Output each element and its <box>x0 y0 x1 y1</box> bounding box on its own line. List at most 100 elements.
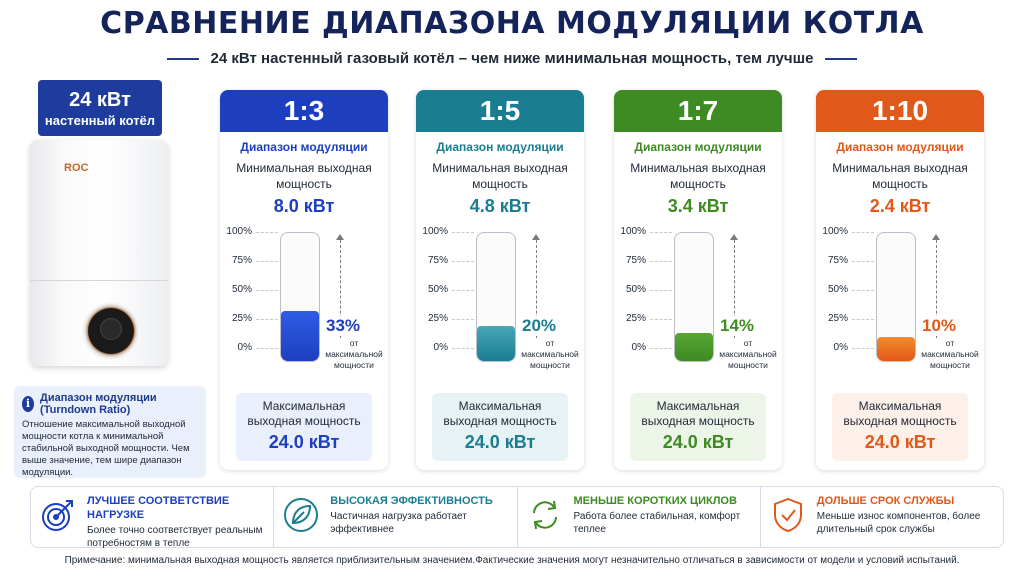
max-power-box: Максимальная выходная мощность 24.0 кВт <box>432 393 568 461</box>
range-label: Диапазон модуляции <box>836 140 964 154</box>
subtitle-row: 24 кВт настенный газовый котёл – чем ниж… <box>0 50 1024 67</box>
ratio-header: 1:10 <box>816 90 984 132</box>
gridline <box>650 290 672 291</box>
tick-label: 100% <box>422 226 448 237</box>
benefit-title: МЕНЬШЕ КОРОТКИХ ЦИКЛОВ <box>573 495 737 507</box>
gauge-fill <box>281 310 319 361</box>
scale-arrow-line <box>340 240 341 354</box>
range-label: Диапазон модуляции <box>634 140 762 154</box>
footnote: Примечание: минимальная выходная мощност… <box>64 555 960 566</box>
target-icon <box>39 494 77 539</box>
gridline <box>852 261 874 262</box>
percent-value: 14% <box>720 316 755 336</box>
benefit-text: Более точно соответствует реальным потре… <box>87 525 263 549</box>
gridline <box>256 348 278 349</box>
cycle-icon <box>526 494 564 539</box>
gridline <box>650 319 672 320</box>
info-text: Отношение максимальной выходной мощности… <box>22 419 190 478</box>
min-power-label: Минимальная выходная мощность <box>236 161 372 191</box>
boiler-brand-logo: ROC <box>64 162 89 174</box>
min-power-value: 8.0 кВт <box>273 196 335 216</box>
gauge-fill <box>675 332 713 361</box>
ratio-header: 1:7 <box>614 90 782 132</box>
page-subtitle: 24 кВт настенный газовый котёл – чем ниж… <box>210 50 814 67</box>
benefit-item: ЛУЧШЕЕ СООТВЕТСТВИЕ НАГРУЗКЕ Более точно… <box>31 487 275 549</box>
tick-label: 75% <box>625 255 646 266</box>
gridline <box>452 290 474 291</box>
tick-label: 25% <box>427 313 448 324</box>
min-power-value: 4.8 кВт <box>469 196 531 216</box>
benefit-title: ВЫСОКАЯ ЭФФЕКТИВНОСТЬ <box>330 495 493 507</box>
boiler-display <box>100 318 122 340</box>
shield-check-icon <box>769 494 807 539</box>
percent-value: 20% <box>522 316 557 336</box>
power-gauge: 100% 75% 50% 25% 0% 33% от максимальной мощнос… <box>220 226 388 371</box>
ratio-card: 1:10 Диапазон модуляции Минимальная выхо… <box>816 90 984 470</box>
percent-caption: от максимальной мощности <box>516 338 584 371</box>
gridline <box>256 290 278 291</box>
boiler-power: 24 кВт <box>69 88 131 111</box>
tick-label: 100% <box>226 226 252 237</box>
range-label: Диапазон модуляции <box>240 140 368 154</box>
arrow-up-icon <box>932 234 940 240</box>
max-power-box: Максимальная выходная мощность 24.0 кВт <box>832 393 968 461</box>
ratio-header: 1:5 <box>416 90 584 132</box>
tick-label: 75% <box>231 255 252 266</box>
leaf-icon <box>282 494 320 539</box>
max-power-label: Максимальная выходная мощность <box>247 399 361 428</box>
tick-label: 50% <box>625 284 646 295</box>
boiler-control-dial <box>82 302 140 360</box>
gridline <box>256 261 278 262</box>
min-power-value: 2.4 кВт <box>869 196 931 216</box>
percent-value: 33% <box>326 316 361 336</box>
gridline <box>256 232 278 233</box>
gauge-fill <box>877 337 915 361</box>
tick-label: 100% <box>620 226 646 237</box>
gauge-tube <box>674 232 714 362</box>
range-label: Диапазон модуляции <box>436 140 564 154</box>
ratio-header: 1:3 <box>220 90 388 132</box>
tick-label: 0% <box>631 342 646 353</box>
gridline <box>650 232 672 233</box>
benefit-item: МЕНЬШЕ КОРОТКИХ ЦИКЛОВ Работа более стаб… <box>518 487 761 547</box>
min-power-label: Минимальная выходная мощность <box>630 161 766 191</box>
max-power-label: Максимальная выходная мощность <box>443 399 557 428</box>
gridline <box>852 232 874 233</box>
tick-label: 75% <box>427 255 448 266</box>
gauge-tube <box>876 232 916 362</box>
arrow-up-icon <box>730 234 738 240</box>
benefit-text: Частичная нагрузка работает эффективнее <box>330 511 467 535</box>
max-power-box: Максимальная выходная мощность 24.0 кВт <box>630 393 766 461</box>
boiler-panel-seam <box>30 280 168 281</box>
percent-caption: от максимальной мощности <box>320 338 388 371</box>
info-title: Диапазон модуляции (Turndown Ratio) <box>40 392 157 416</box>
scale-arrow-line <box>936 240 937 354</box>
max-power-value: 24.0 кВт <box>662 432 734 452</box>
max-power-value: 24.0 кВт <box>464 432 536 452</box>
gridline <box>852 290 874 291</box>
ratio-card: 1:7 Диапазон модуляции Минимальная выход… <box>614 90 782 470</box>
gridline <box>650 348 672 349</box>
benefit-title: ЛУЧШЕЕ СООТВЕТСТВИЕ НАГРУЗКЕ <box>87 495 230 521</box>
benefits-bar: ЛУЧШЕЕ СООТВЕТСТВИЕ НАГРУЗКЕ Более точно… <box>30 486 1004 549</box>
min-power-value: 3.4 кВт <box>667 196 729 216</box>
info-box: i Диапазон модуляции (Turndown Ratio) От… <box>14 386 206 478</box>
boiler-image: ROC <box>30 140 168 366</box>
max-power-box: Максимальная выходная мощность 24.0 кВт <box>236 393 372 461</box>
subtitle-divider-left <box>166 57 199 60</box>
gridline <box>852 319 874 320</box>
tick-label: 25% <box>827 313 848 324</box>
benefit-item: ДОЛЬШЕ СРОК СЛУЖБЫ Меньше износ компонен… <box>761 487 1003 547</box>
scale-arrow-line <box>734 240 735 354</box>
max-power-value: 24.0 кВт <box>864 432 936 452</box>
gridline <box>452 261 474 262</box>
benefit-text: Работа более стабильная, комфорт теплее <box>573 511 741 535</box>
page-title: СРАВНЕНИЕ ДИАПАЗОНА МОДУЛЯЦИИ КОТЛА <box>100 6 924 41</box>
power-gauge: 100% 75% 50% 25% 0% 20% от максимальной мощнос… <box>416 226 584 371</box>
gauge-tube <box>476 232 516 362</box>
percent-caption: от максимальной мощности <box>714 338 782 371</box>
gridline <box>256 319 278 320</box>
min-power-label: Минимальная выходная мощность <box>432 161 568 191</box>
gauge-fill <box>477 325 515 361</box>
info-icon: i <box>22 396 35 412</box>
